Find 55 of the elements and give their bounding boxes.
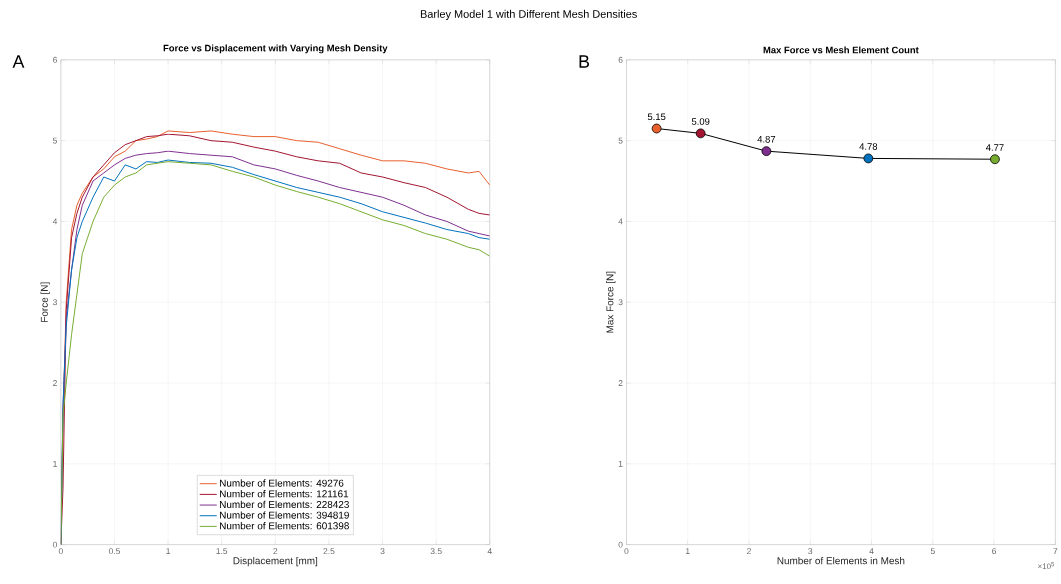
y-tick-label: 4	[618, 218, 623, 225]
point	[651, 123, 662, 134]
x-tick-label: 7	[1053, 548, 1058, 555]
point	[863, 153, 874, 164]
y-tick-label: 3	[618, 299, 623, 306]
y-tick-label: 2	[618, 380, 623, 387]
y-axis-title: Max Force [N]	[606, 271, 616, 333]
y-tick-label: 6	[618, 57, 623, 64]
y-tick-label: 2	[53, 380, 57, 387]
x-tick-label: 4	[487, 548, 492, 555]
x-tick-label: 2	[747, 548, 751, 555]
legend-label: Number of Elements: 601398	[220, 522, 349, 530]
y-axis-title: Force [N]	[40, 282, 50, 323]
y-tick-label: 6	[53, 57, 57, 64]
x-tick-label: 3.5	[430, 548, 442, 555]
y-tick-label: 0	[618, 541, 623, 548]
x-tick-label: 6	[992, 548, 997, 555]
x-tick-label: 1	[166, 548, 171, 555]
y-tick-label: 1	[53, 461, 57, 467]
legend-label: Number of Elements: 49276	[220, 479, 344, 487]
point	[761, 146, 772, 157]
x-tick-label: 2	[273, 548, 278, 555]
chart-title: Max Force vs Mesh Element Count	[763, 46, 919, 54]
y-tick-label: 0	[52, 541, 57, 548]
legend-label: Number of Elements: 394819	[220, 511, 349, 519]
x-tick-label: 3	[808, 548, 813, 555]
y-tick-label: 1	[618, 461, 623, 467]
x-axis-title: Number of Elements in Mesh	[777, 557, 905, 565]
point	[990, 154, 1000, 165]
x-axis-title: Displacement [mm]	[233, 557, 318, 567]
legend-label: Number of Elements: 121161	[220, 490, 349, 498]
y-tick-label: 3	[52, 299, 57, 306]
y-tick-label: 5	[52, 137, 57, 144]
point	[695, 128, 706, 139]
x-tick-label: 0	[624, 548, 629, 555]
x-tick-label: 4	[869, 548, 874, 555]
x-tick-label: 1	[686, 548, 690, 555]
y-tick-label: 4	[52, 218, 58, 225]
x-tick-label: 2.5	[323, 548, 335, 555]
x-tick-label: 1.5	[216, 548, 228, 555]
x-tick-label: 0.5	[108, 548, 120, 555]
x-tick-label: 3	[380, 548, 385, 555]
data-label: 4.78	[859, 143, 878, 151]
y-tick-label: 5	[618, 137, 623, 144]
data-label: 5.09	[691, 118, 710, 126]
data-label: 4.87	[757, 136, 776, 143]
data-label: 4.77	[985, 144, 1004, 151]
x-tick-label: 0	[58, 548, 63, 555]
text: Barley Model 1 with Different Mesh Densities	[420, 10, 637, 21]
text: B	[579, 55, 590, 68]
legend-label: Number of Elements: 228423	[220, 500, 349, 509]
x-tick-label: 5	[930, 548, 935, 555]
chart-title: Force vs Displacement with Varying Mesh Density	[163, 44, 388, 54]
data-label: 5.15	[647, 113, 666, 121]
text: A	[12, 55, 25, 68]
